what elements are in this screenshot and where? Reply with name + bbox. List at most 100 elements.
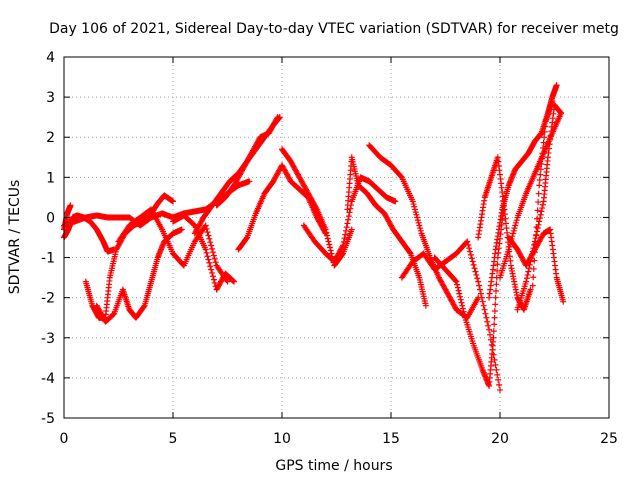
data-point: [494, 267, 501, 274]
data-point: [535, 190, 542, 197]
data-point: [531, 249, 538, 256]
data-point: [535, 199, 542, 206]
data-point: [475, 278, 482, 285]
data-point: [488, 341, 495, 348]
data-point: [273, 115, 280, 122]
data-point: [524, 271, 531, 278]
x-tick-label: 25: [600, 431, 618, 447]
data-point: [202, 246, 209, 253]
data-point: [459, 305, 466, 312]
data-point: [485, 322, 492, 329]
y-tick-label: -1: [41, 251, 55, 267]
data-point: [491, 308, 498, 315]
data-point: [492, 301, 499, 308]
data-point: [540, 139, 547, 146]
data-point: [453, 278, 460, 285]
data-point: [415, 219, 422, 226]
data-point: [482, 310, 489, 317]
data-point: [346, 209, 353, 216]
data-point: [348, 226, 355, 233]
data-point: [540, 144, 547, 151]
data-point: [413, 211, 420, 218]
data-point: [343, 224, 350, 231]
data-point: [344, 220, 351, 227]
data-point: [209, 273, 216, 280]
data-point: [530, 265, 537, 272]
data-point: [212, 259, 219, 266]
y-tick-label: 2: [46, 130, 55, 146]
data-point: [530, 245, 537, 252]
data-series-track-m: [344, 154, 429, 309]
x-tick-label: 0: [60, 431, 69, 447]
data-point: [534, 225, 541, 232]
y-tick-label: -3: [41, 331, 55, 347]
data-point: [539, 201, 546, 208]
data-point: [478, 294, 485, 301]
data-point: [455, 287, 462, 294]
data-point: [549, 98, 556, 105]
data-point: [541, 128, 548, 135]
data-point: [460, 308, 467, 315]
data-point: [527, 258, 534, 265]
data-point: [553, 82, 560, 89]
data-point: [324, 235, 331, 242]
y-tick-label: -4: [41, 371, 55, 387]
data-point: [473, 271, 480, 278]
data-point: [392, 198, 399, 205]
data-point: [170, 198, 176, 205]
data-point: [205, 256, 212, 263]
data-point: [417, 227, 424, 234]
data-point: [206, 235, 213, 242]
data-point: [476, 282, 483, 289]
data-point: [414, 217, 421, 224]
data-point: [532, 240, 539, 247]
data-point: [326, 244, 333, 251]
data-point: [536, 215, 543, 222]
data-point: [471, 265, 478, 272]
data-point: [511, 225, 518, 232]
y-tick-label: 1: [46, 170, 55, 186]
x-axis-label: GPS time / hours: [275, 458, 392, 474]
data-point: [345, 216, 352, 223]
data-point: [539, 150, 546, 157]
data-point: [512, 219, 519, 226]
data-point: [493, 281, 500, 288]
data-point: [211, 255, 218, 262]
y-tick-label: -5: [41, 411, 55, 427]
data-point: [204, 253, 211, 260]
data-point: [531, 241, 538, 248]
data-point: [409, 198, 416, 205]
data-point: [491, 314, 498, 321]
data-point: [323, 229, 330, 236]
y-tick-label: -2: [41, 291, 55, 307]
data-point: [459, 302, 466, 309]
data-point: [67, 202, 74, 209]
data-point: [209, 245, 216, 252]
data-point: [472, 268, 479, 275]
data-point: [523, 278, 530, 285]
data-point: [205, 232, 212, 239]
data-point: [465, 241, 472, 248]
data-point: [412, 209, 419, 216]
x-tick-label: 10: [273, 431, 291, 447]
data-point: [313, 205, 320, 212]
data-layer: [61, 82, 567, 393]
data-point: [340, 238, 347, 245]
data-point: [490, 334, 497, 341]
data-point: [505, 246, 512, 253]
data-point: [470, 261, 477, 268]
data-point: [541, 134, 548, 141]
data-point: [461, 311, 468, 318]
data-point: [494, 261, 501, 268]
data-point: [484, 318, 491, 325]
data-point: [542, 123, 549, 130]
data-series-track-i: [213, 114, 281, 209]
data-point: [527, 286, 534, 293]
data-point: [523, 275, 530, 282]
data-point: [529, 282, 536, 289]
x-tick-label: 5: [169, 431, 178, 447]
data-point: [452, 277, 459, 284]
data-point: [342, 227, 349, 234]
